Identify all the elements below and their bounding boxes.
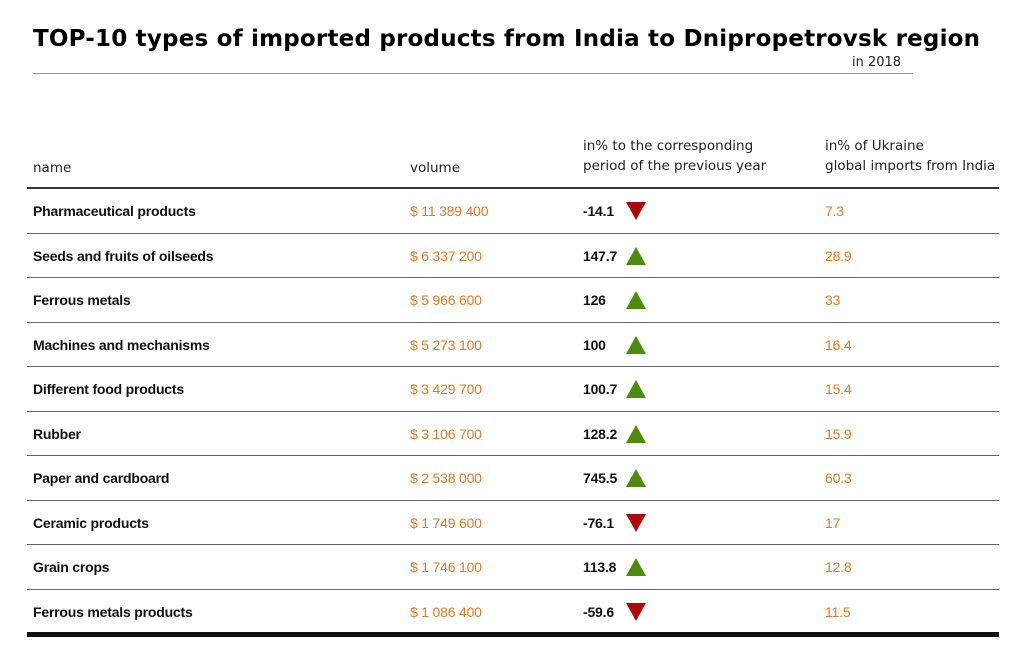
column-header-share-line2: global imports from India [825, 158, 996, 174]
row-volume: $ 5 273 100 [410, 336, 482, 353]
table-row: Ceramic products $ 1 749 600 -76.1 17 [27, 501, 999, 545]
row-change: 128.2 [583, 425, 618, 442]
row-name: Paper and cardboard [33, 470, 170, 487]
column-header-share-line1: in% of Ukraine [825, 138, 924, 154]
trend-up-marker [626, 558, 646, 577]
table-row: Ferrous metals products $ 1 086 400 -59.6 1… [27, 590, 999, 635]
column-header-change-line2: period of the previous year [583, 158, 767, 174]
row-change: 113.8 [583, 559, 617, 576]
trend-up-icon [626, 246, 646, 265]
header-rule [27, 187, 999, 189]
trend-up-icon [626, 291, 646, 310]
row-name: Ferrous metals [33, 292, 131, 309]
trend-up-marker [626, 469, 646, 488]
row-volume: $ 11 389 400 [410, 203, 489, 220]
trend-down-icon [626, 602, 646, 621]
row-name: Different food products [33, 381, 184, 398]
trend-down-marker [626, 513, 646, 532]
row-change: -76.1 [583, 514, 614, 531]
trend-up-icon [626, 335, 646, 354]
row-share: 7.3 [825, 203, 844, 220]
row-volume: $ 1 749 600 [410, 514, 482, 531]
table-row: Paper and cardboard $ 2 538 000 745.5 60.3 [27, 456, 999, 501]
row-volume: $ 3 106 700 [410, 425, 482, 442]
row-volume: $ 3 429 700 [410, 381, 482, 398]
row-change: -14.1 [583, 203, 614, 220]
row-volume: $ 5 966 600 [410, 292, 482, 309]
trend-down-marker [626, 602, 646, 621]
row-divider [27, 588, 999, 590]
row-divider [27, 366, 999, 367]
trend-up-marker [626, 246, 646, 265]
row-change: 126 [583, 292, 606, 309]
row-divider [27, 455, 999, 456]
row-share: 11.5 [825, 603, 851, 620]
trend-up-icon [626, 558, 646, 577]
row-change: 147.7 [583, 247, 618, 264]
row-divider [27, 499, 999, 501]
trend-down-icon [626, 202, 646, 221]
row-share: 15.4 [825, 381, 852, 398]
trend-up-icon [626, 469, 646, 488]
table-bottom-rule [27, 632, 999, 637]
row-divider [27, 232, 999, 234]
chart-subtitle: in 2018 [852, 55, 902, 70]
row-share: 28.9 [825, 247, 852, 264]
row-change: 100 [583, 336, 606, 353]
trend-up-marker [626, 380, 646, 399]
row-volume: $ 6 337 200 [410, 247, 482, 264]
title-underline [33, 73, 913, 74]
chart-title: TOP-10 types of imported products from I… [33, 26, 981, 52]
trend-up-marker [626, 291, 646, 310]
row-divider [27, 410, 999, 412]
column-header-change: in% to the corresponding period of the p… [583, 136, 766, 176]
row-name: Seeds and fruits of oilseeds [33, 247, 214, 264]
trend-up-icon [626, 424, 646, 443]
row-volume: $ 1 086 400 [410, 603, 482, 620]
row-share: 12.8 [825, 559, 852, 576]
column-header-change-line1: in% to the corresponding [583, 138, 754, 154]
table-row: Rubber $ 3 106 700 128.2 15.9 [27, 412, 999, 456]
row-divider [27, 544, 999, 545]
row-name: Ceramic products [33, 514, 149, 531]
trend-down-icon [626, 513, 646, 532]
row-name: Rubber [33, 425, 81, 442]
row-change: 100.7 [583, 381, 618, 398]
row-divider [27, 277, 999, 278]
row-name: Grain crops [33, 559, 110, 576]
row-change: -59.6 [583, 603, 614, 620]
row-divider [27, 321, 999, 323]
row-volume: $ 1 746 100 [410, 559, 482, 576]
row-name: Ferrous metals products [33, 603, 193, 620]
row-share: 17 [825, 514, 841, 531]
table-row: Ferrous metals $ 5 966 600 126 33 [27, 278, 999, 323]
table-row: Different food products $ 3 429 700 100.7 1… [27, 367, 999, 412]
row-change: 745.5 [583, 470, 618, 487]
row-name: Machines and mechanisms [33, 336, 210, 353]
table-row: Grain crops $ 1 746 100 113.8 12.8 [27, 545, 999, 590]
table-row: Seeds and fruits of oilseeds $ 6 337 200 1… [27, 234, 999, 278]
column-header-share: in% of Ukraine global imports from India [825, 136, 995, 176]
row-volume: $ 2 538 000 [410, 470, 482, 487]
table-row: Machines and mechanisms $ 5 273 100 100 16.… [27, 323, 999, 367]
row-name: Pharmaceutical products [33, 203, 196, 220]
row-share: 33 [825, 292, 841, 309]
row-share: 15.9 [825, 425, 852, 442]
trend-up-icon [626, 380, 646, 399]
column-header-name: name [33, 160, 72, 176]
row-share: 16.4 [825, 336, 852, 353]
column-header-volume: volume [410, 160, 461, 176]
table-row: Pharmaceutical products $ 11 389 400 -14.1… [27, 189, 999, 234]
trend-down-marker [626, 202, 646, 221]
trend-up-marker [626, 424, 646, 443]
trend-up-marker [626, 335, 646, 354]
row-share: 60.3 [825, 470, 852, 487]
